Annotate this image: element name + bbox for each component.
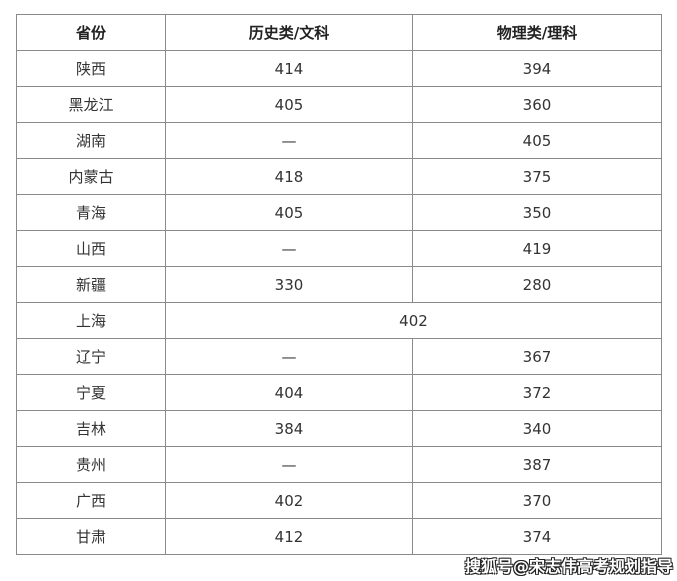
table-row: 甘肃 412 374: [16, 518, 662, 555]
table-row: 宁夏 404 372: [16, 374, 662, 411]
history-score-cell: 405: [165, 194, 413, 231]
merged-score-cell: 402: [165, 302, 662, 339]
province-cell: 新疆: [16, 266, 166, 303]
history-score-cell: —: [165, 446, 413, 483]
physics-score-cell: 387: [412, 446, 662, 483]
table-row: 辽宁 —367: [16, 338, 662, 375]
province-cell: 内蒙古: [16, 158, 166, 195]
header-row: 省份 历史类/文科 物理类/理科: [16, 14, 662, 51]
table-row: 内蒙古 418 375: [16, 158, 662, 195]
score-table: 省份 历史类/文科 物理类/理科 陕西 414 394 黑龙江 405 360 湖南 —405…: [16, 14, 662, 555]
physics-score-cell: 419: [412, 230, 662, 267]
province-cell: 上海: [16, 302, 166, 339]
province-cell: 陕西: [16, 50, 166, 87]
history-score-cell: 418: [165, 158, 413, 195]
watermark: 搜狐号@宋志伟高考规划指导: [464, 557, 673, 576]
history-score-cell: —: [165, 338, 413, 375]
province-cell: 广西: [16, 482, 166, 519]
physics-score-cell: 350: [412, 194, 662, 231]
table-row: 贵州 —387: [16, 446, 662, 483]
history-score-cell: 384: [165, 410, 413, 447]
table-row: 青海 405 350: [16, 194, 662, 231]
province-cell: 山西: [16, 230, 166, 267]
history-score-cell: 414: [165, 50, 413, 87]
table-row: 陕西 414 394: [16, 50, 662, 87]
table-row: 山西 —419: [16, 230, 662, 267]
province-cell: 贵州: [16, 446, 166, 483]
table-row: 黑龙江 405 360: [16, 86, 662, 123]
physics-score-cell: 340: [412, 410, 662, 447]
physics-score-cell: 375: [412, 158, 662, 195]
physics-score-cell: 370: [412, 482, 662, 519]
history-score-cell: 330: [165, 266, 413, 303]
history-score-cell: —: [165, 122, 413, 159]
province-cell: 辽宁: [16, 338, 166, 375]
physics-score-cell: 372: [412, 374, 662, 411]
physics-score-cell: 280: [412, 266, 662, 303]
header-physics: 物理类/理科: [412, 14, 662, 51]
province-cell: 湖南: [16, 122, 166, 159]
history-score-cell: 405: [165, 86, 413, 123]
physics-score-cell: 360: [412, 86, 662, 123]
history-score-cell: 402: [165, 482, 413, 519]
table-row: 上海 402: [16, 302, 662, 339]
table-row: 广西 402 370: [16, 482, 662, 519]
physics-score-cell: 367: [412, 338, 662, 375]
physics-score-cell: 394: [412, 50, 662, 87]
province-cell: 甘肃: [16, 518, 166, 555]
history-score-cell: 412: [165, 518, 413, 555]
province-cell: 青海: [16, 194, 166, 231]
province-cell: 黑龙江: [16, 86, 166, 123]
header-history: 历史类/文科: [165, 14, 413, 51]
table-row: 湖南 —405: [16, 122, 662, 159]
physics-score-cell: 374: [412, 518, 662, 555]
history-score-cell: 404: [165, 374, 413, 411]
physics-score-cell: 405: [412, 122, 662, 159]
province-cell: 吉林: [16, 410, 166, 447]
table-row: 吉林 384 340: [16, 410, 662, 447]
table-row: 新疆 330 280: [16, 266, 662, 303]
history-score-cell: —: [165, 230, 413, 267]
header-province: 省份: [16, 14, 166, 51]
province-cell: 宁夏: [16, 374, 166, 411]
